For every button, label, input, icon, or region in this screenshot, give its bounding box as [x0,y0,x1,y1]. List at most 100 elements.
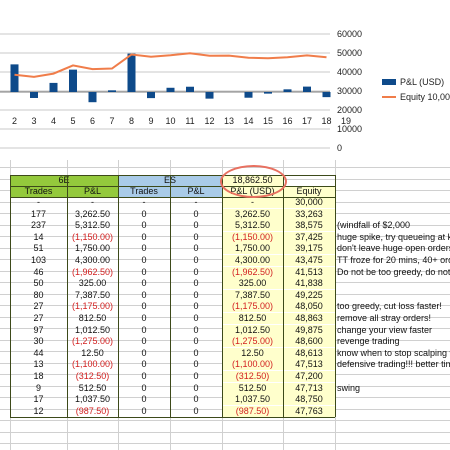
row-note[interactable]: change your view faster [337,325,433,335]
table-cell-p1[interactable]: (1,275.00) [71,336,114,346]
table-cell-t2[interactable]: 0 [141,371,147,381]
table-cell-pnl[interactable]: 1,037.50 [222,394,283,405]
column-header[interactable]: Trades [10,186,67,197]
table-cell-p2[interactable]: 0 [193,336,199,346]
table-cell-pnl[interactable]: (987.50) [222,406,283,417]
table-cell-p2[interactable]: 0 [193,209,199,219]
table-cell-eq[interactable]: 47,513 [283,359,335,370]
table-cell-p1[interactable]: 7,387.50 [74,290,111,300]
table-cell-eq[interactable]: 33,263 [283,209,335,220]
table-cell-t1[interactable]: 27 [33,301,44,311]
table-cell-t2[interactable]: 0 [141,301,147,311]
table-cell-p1[interactable]: 812.50 [78,313,107,323]
table-cell-eq[interactable]: 47,713 [283,383,335,394]
row-note[interactable]: defensive trading!!! better timin [337,359,450,369]
table-cell-p2[interactable]: 0 [193,313,199,323]
table-cell-p2[interactable]: 0 [193,371,199,381]
table-cell-t2[interactable]: 0 [141,359,147,369]
table-cell-eq[interactable]: 48,750 [283,394,335,405]
row-note[interactable]: swing [337,383,361,393]
row-note[interactable]: don't leave huge open orders u [337,243,450,253]
table-cell-t2[interactable]: 0 [141,394,147,404]
table-cell-p2[interactable]: 0 [193,290,199,300]
table-cell-pnl[interactable]: 7,387.50 [222,290,283,301]
table-cell-pnl[interactable]: (1,275.00) [222,336,283,347]
table-cell-eq[interactable]: 41,838 [283,278,335,289]
table-cell-eq[interactable]: 41,513 [283,267,335,278]
table-cell-t1[interactable]: 50 [33,278,44,288]
column-header[interactable]: P&L [170,186,222,197]
table-cell-t1[interactable]: 12 [33,406,44,416]
table-cell-p1[interactable]: (1,100.00) [71,359,114,369]
table-cell-t2[interactable]: 0 [141,325,147,335]
table-cell-t1[interactable]: 30 [33,336,44,346]
table-cell-p2[interactable]: 0 [193,255,199,265]
table-cell-t2[interactable]: 0 [141,336,147,346]
table-cell-t1[interactable]: 13 [33,359,44,369]
table-cell-p2[interactable]: - [194,197,198,207]
table-cell-t1[interactable]: 46 [33,267,44,277]
table-cell-p2[interactable]: 0 [193,267,199,277]
table-cell-t1[interactable]: 14 [33,232,44,242]
table-cell-t2[interactable]: 0 [141,255,147,265]
table-cell-p1[interactable]: 512.50 [78,383,107,393]
table-cell-p1[interactable]: 3,262.50 [74,209,111,219]
row-note[interactable]: revenge trading [337,336,400,346]
table-cell-pnl[interactable]: 1,750.00 [222,243,283,254]
table-cell-p2[interactable]: 0 [193,278,199,288]
row-note[interactable]: huge spike, try queueing at ke [337,232,450,242]
table-cell-p1[interactable]: 12.50 [81,348,104,358]
table-cell-pnl[interactable]: 4,300.00 [222,255,283,266]
table-cell-pnl[interactable]: (1,962.50) [222,267,283,278]
table-cell-p2[interactable]: 0 [193,348,199,358]
table-cell-p1[interactable]: 1,012.50 [74,325,111,335]
table-cell-pnl[interactable]: (312.50) [222,371,283,382]
table-cell-t1[interactable]: 51 [33,243,44,253]
table-cell-t2[interactable]: 0 [141,290,147,300]
table-cell-eq[interactable]: 49,875 [283,325,335,336]
table-cell-t1[interactable]: 17 [33,394,44,404]
table-cell-p1[interactable]: 325.00 [78,278,107,288]
table-cell-pnl[interactable]: (1,100.00) [222,359,283,370]
row-note[interactable]: remove all stray orders! [337,313,432,323]
table-cell-p2[interactable]: 0 [193,394,199,404]
table-cell-pnl[interactable]: 12.50 [222,348,283,359]
table-cell-pnl[interactable]: 3,262.50 [222,209,283,220]
table-cell-p1[interactable]: (987.50) [75,406,110,416]
table-cell-p1[interactable]: 1,037.50 [74,394,111,404]
table-cell-p1[interactable]: 4,300.00 [74,255,111,265]
table-cell-pnl[interactable]: 5,312.50 [222,220,283,231]
table-cell-eq[interactable]: 48,863 [283,313,335,324]
table-cell-p1[interactable]: 1,750.00 [74,243,111,253]
table-cell-t2[interactable]: 0 [141,209,147,219]
table-cell-t2[interactable]: 0 [141,267,147,277]
table-cell-t2[interactable]: 0 [141,278,147,288]
table-cell-t1[interactable]: 80 [33,290,44,300]
table-cell-eq[interactable]: 47,763 [283,406,335,417]
table-cell-p1[interactable]: (1,175.00) [71,301,114,311]
table-cell-t1[interactable]: 27 [33,313,44,323]
table-cell-pnl[interactable]: 325.00 [222,278,283,289]
table-cell-eq[interactable]: 43,475 [283,255,335,266]
column-header[interactable]: Equity [283,186,335,197]
row-note[interactable]: too greedy, cut loss faster! [337,301,442,311]
table-cell-eq[interactable]: 48,613 [283,348,335,359]
table-cell-p1[interactable]: (1,150.00) [71,232,114,242]
table-cell-pnl[interactable]: 512.50 [222,383,283,394]
row-note[interactable]: know when to stop scalping wh [337,348,450,358]
table-cell-t1[interactable]: 177 [30,209,47,219]
table-cell-eq[interactable]: 37,425 [283,232,335,243]
column-header[interactable]: Trades [118,186,170,197]
table-cell-t2[interactable]: 0 [141,243,147,253]
table-cell-eq[interactable]: 48,600 [283,336,335,347]
table-cell-eq[interactable]: 49,225 [283,290,335,301]
table-cell-t1[interactable]: 44 [33,348,44,358]
table-cell-eq[interactable]: 38,575 [283,220,335,231]
table-cell-pnl[interactable]: 812.50 [222,313,283,324]
table-cell-p1[interactable]: - [91,197,94,207]
table-cell-t2[interactable]: - [142,197,146,207]
column-header[interactable]: P&L [67,186,118,197]
table-cell-p2[interactable]: 0 [193,220,199,230]
table-cell-p2[interactable]: 0 [193,232,199,242]
row-note[interactable]: (windfall of $2,000 [337,220,411,230]
